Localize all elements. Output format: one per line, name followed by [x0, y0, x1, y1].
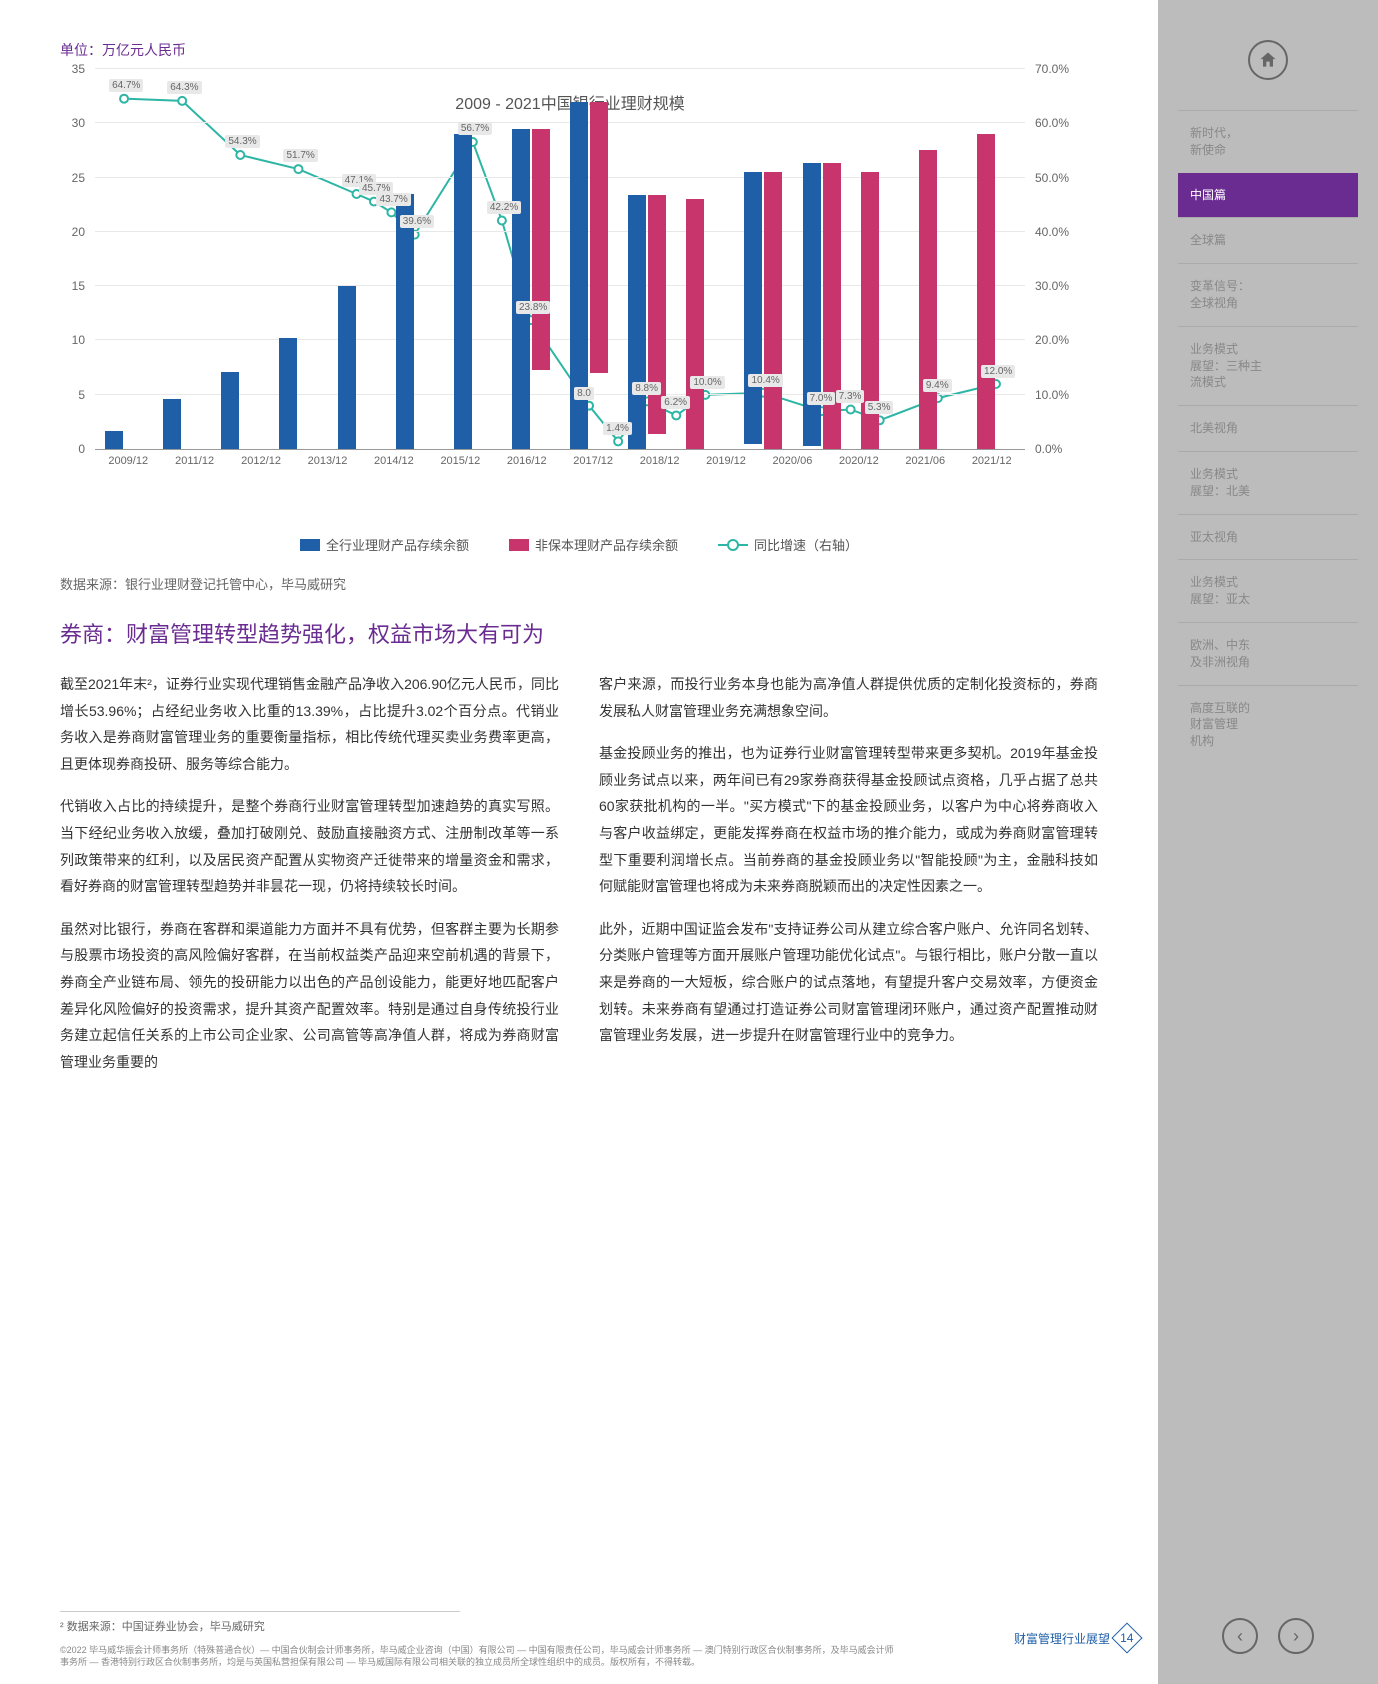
body-text: 截至2021年末²，证券行业实现代理销售金融产品净收入206.90亿元人民币，同…	[60, 671, 1098, 1091]
next-page-icon[interactable]: ›	[1278, 1618, 1314, 1654]
section-title: 券商：财富管理转型趋势强化，权益市场大有可为	[60, 618, 1098, 651]
nav-item[interactable]: 变革信号： 全球视角	[1178, 263, 1358, 326]
y-axis-right: 0.0%10.0%20.0%30.0%40.0%50.0%60.0%70.0%	[1030, 70, 1080, 450]
nav-item[interactable]: 亚太视角	[1178, 514, 1358, 560]
chart: 2009 - 2021中国银行业理财规模 05101520253035 0.0%…	[60, 70, 1080, 510]
legend: 全行业理财产品存续余额 非保本理财产品存续余额 同比增速（右轴）	[60, 535, 1098, 554]
plot-area: 64.7%64.3%54.3%51.7%47.1%45.7%43.7%39.6%…	[95, 70, 1025, 450]
y-axis-left: 05101520253035	[60, 70, 90, 450]
x-axis: 2009/122011/122012/122013/122014/122015/…	[95, 455, 1025, 467]
sidebar: 新时代， 新使命中国篇全球篇变革信号： 全球视角业务模式 展望：三种主 流模式北…	[1158, 0, 1378, 1684]
prev-page-icon[interactable]: ‹	[1222, 1618, 1258, 1654]
legend-red: 非保本理财产品存续余额	[509, 535, 678, 554]
column-right: 客户来源，而投行业务本身也能为高净值人群提供优质的定制化投资标的，券商发展私人财…	[599, 671, 1098, 1091]
data-source: 数据来源：银行业理财登记托管中心，毕马威研究	[60, 574, 1098, 593]
legend-blue: 全行业理财产品存续余额	[300, 535, 469, 554]
nav-item[interactable]: 业务模式 展望：亚太	[1178, 559, 1358, 622]
nav-item[interactable]: 业务模式 展望：北美	[1178, 451, 1358, 514]
copyright: ©2022 毕马威华振会计师事务所（特殊普通合伙）— 中国合伙制会计师事务所，毕…	[60, 1644, 898, 1669]
column-left: 截至2021年末²，证券行业实现代理销售金融产品净收入206.90亿元人民币，同…	[60, 671, 559, 1091]
nav-item[interactable]: 中国篇	[1178, 173, 1358, 218]
page-footer: 财富管理行业展望 14	[1014, 1627, 1138, 1649]
nav-item[interactable]: 欧洲、中东 及非洲视角	[1178, 622, 1358, 685]
nav-item[interactable]: 北美视角	[1178, 405, 1358, 451]
legend-line: 同比增速（右轴）	[718, 535, 858, 554]
home-icon[interactable]	[1248, 40, 1288, 80]
nav-item[interactable]: 新时代， 新使命	[1178, 110, 1358, 173]
nav-item[interactable]: 业务模式 展望：三种主 流模式	[1178, 326, 1358, 405]
nav-item[interactable]: 高度互联的 财富管理 机构	[1178, 685, 1358, 764]
footnote: ² 数据来源：中国证券业协会，毕马威研究	[60, 1611, 460, 1634]
unit-label: 单位：万亿元人民币	[60, 40, 1098, 60]
nav-item[interactable]: 全球篇	[1178, 217, 1358, 263]
